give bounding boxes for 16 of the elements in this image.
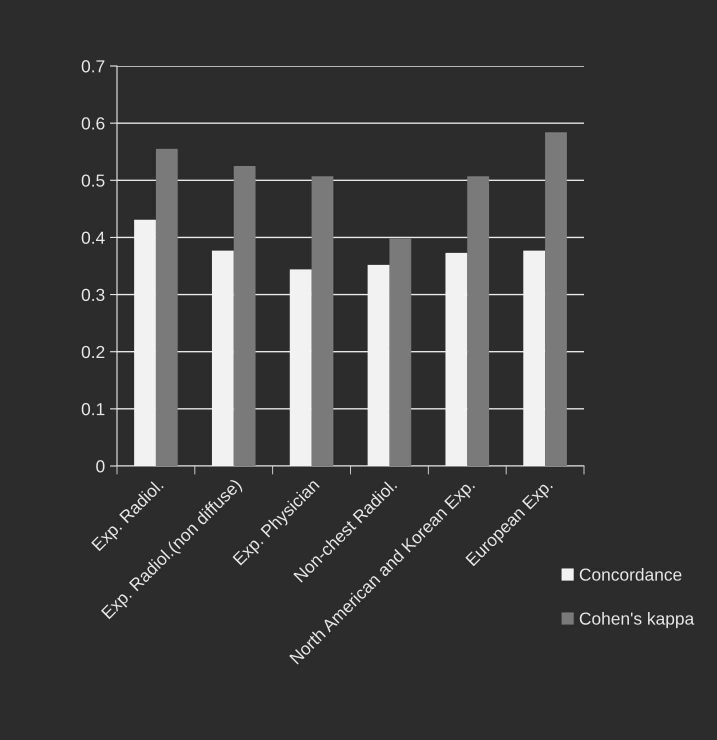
bar <box>234 166 256 466</box>
legend-label: Cohen's kappa <box>580 612 694 628</box>
y-tick-label: 0.6 <box>82 117 104 130</box>
bar <box>312 176 334 466</box>
bar <box>389 238 412 466</box>
y-tick-label: 0.2 <box>82 346 104 358</box>
y-tick-label: 0.1 <box>82 403 104 416</box>
y-tick-label: 0.5 <box>82 174 104 187</box>
bar <box>156 148 178 466</box>
y-tick-label: 0.7 <box>82 60 104 72</box>
legend-label: Concordance <box>580 568 682 581</box>
bar <box>545 132 567 466</box>
y-tick-label: 0 <box>96 460 105 472</box>
y-tick-label: 0.4 <box>82 232 105 244</box>
y-tick-label: 0.3 <box>82 288 104 302</box>
bar <box>467 176 490 466</box>
